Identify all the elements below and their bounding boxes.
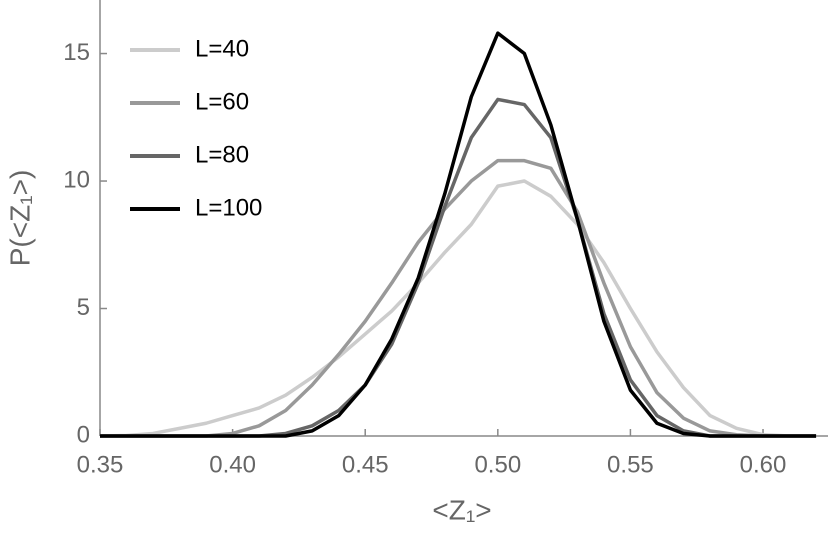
y-axis-label: P(<Z₁>) <box>4 170 35 267</box>
x-tick-label: 0.55 <box>607 451 654 478</box>
x-tick-label: 0.45 <box>342 451 389 478</box>
legend-label: L=100 <box>195 194 262 221</box>
x-tick-label: 0.40 <box>209 451 256 478</box>
y-tick-label: 0 <box>77 421 90 448</box>
legend-label: L=60 <box>195 88 249 115</box>
x-tick-label: 0.60 <box>740 451 787 478</box>
x-tick-label: 0.50 <box>474 451 521 478</box>
legend-label: L=80 <box>195 141 249 168</box>
legend-label: L=40 <box>195 35 249 62</box>
x-tick-label: 0.35 <box>77 451 124 478</box>
y-tick-label: 15 <box>63 39 90 66</box>
y-tick-label: 10 <box>63 166 90 193</box>
y-tick-label: 5 <box>77 294 90 321</box>
x-axis-label: <Z₁> <box>432 494 491 525</box>
series-line <box>100 31 817 438</box>
series-line <box>99 179 817 438</box>
